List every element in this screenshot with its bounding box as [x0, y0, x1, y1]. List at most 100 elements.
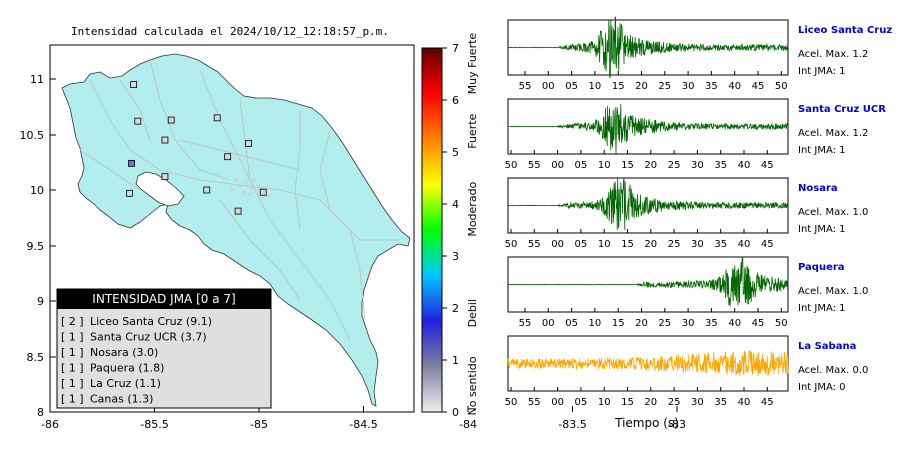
intensity-colorbar: 0 1 2 3 4 5 6 7 No sentido Debil Moderado Fuerte Mu…: [421, 33, 479, 419]
legend-item-label: Paquera (1.8): [90, 362, 164, 375]
legend-item-rank: [ 1 ]: [61, 377, 84, 390]
trace-tick-label: 20: [644, 239, 657, 250]
trace-tick-label: 05: [565, 318, 578, 329]
trace-tick-label: 00: [551, 160, 564, 171]
map-y-tick-label: 9: [37, 295, 44, 308]
trace-tick-label: 00: [551, 397, 564, 408]
trace-tick-label: 45: [752, 318, 765, 329]
station-marker: [128, 159, 135, 167]
trace-tick-label: 50: [775, 81, 788, 92]
trace-accel-max: Acel. Max. 1.2: [798, 128, 868, 139]
colorbar-labels: No sentido Debil Moderado Fuerte Muy Fuerte: [466, 33, 479, 416]
trace-tick-label: 00: [542, 318, 555, 329]
intensity-legend: INTENSIDAD JMA [0 a 7] [ 2 ] Liceo Santa …: [56, 288, 272, 409]
trace-tick-label: 55: [519, 318, 532, 329]
trace-tick-label: 10: [598, 239, 611, 250]
station-marker: [126, 189, 133, 197]
trace-tick-label: 35: [714, 160, 727, 171]
legend-item-label: Canas (1.3): [90, 393, 153, 406]
trace-tick-label: 25: [668, 397, 681, 408]
map-y-tick-label: 8: [37, 406, 44, 419]
trace-station-name: Santa Cruz UCR: [798, 104, 886, 115]
station-marker: [134, 117, 142, 125]
costa-rica-land: [61, 53, 411, 407]
colorbar-category-label: No sentido: [466, 356, 479, 415]
station-marker: [161, 173, 169, 181]
trace-jma-intensity: Int JMA: 1: [798, 303, 846, 314]
trace-tick-label: 55: [519, 81, 532, 92]
legend-item-label: Santa Cruz UCR (3.7): [90, 331, 207, 344]
trace-accel-max: Acel. Max. 1.0: [798, 207, 868, 218]
time-axis-label: Tiempo (s): [614, 416, 679, 430]
trace-tick-label: 25: [668, 160, 681, 171]
trace-tick-label: 30: [691, 160, 704, 171]
map-x-axis: -86 -85.5 -85 -84.5 -84 -83.5 -83: [41, 406, 686, 431]
trace-station-name: Nosara: [798, 183, 838, 194]
trace-tick-label: 05: [575, 397, 588, 408]
legend-header: [57, 289, 271, 309]
trace-tick-label: 40: [728, 318, 741, 329]
map-x-tick-label: -84.5: [349, 418, 377, 431]
trace-tick-label: 40: [738, 397, 751, 408]
colorbar-tick-label: 7: [452, 42, 459, 55]
map-y-tick-label: 10.5: [20, 129, 45, 142]
map-y-axis: 11 10.5 10 9.5 9 8.5 8: [20, 73, 56, 419]
trace-panel: 50 55 00 05 10 15 20 25 30 35 40 45 Nosara Acel. Max.…: [505, 177, 868, 250]
legend-items: [ 2 ] Liceo Santa Cruz (9.1) [ 1 ] Santa Cr…: [61, 315, 212, 406]
trace-tick-label: 15: [612, 318, 625, 329]
trace-tick-label: 45: [752, 81, 765, 92]
trace-tick-label: 15: [612, 81, 625, 92]
colorbar-category-label: Debil: [466, 299, 479, 327]
map-x-tick-label: -85.5: [140, 418, 168, 431]
legend-item-label: Liceo Santa Cruz (9.1): [90, 315, 212, 328]
legend-item-rank: [ 1 ]: [61, 331, 84, 344]
trace-tick-label: 45: [761, 160, 774, 171]
trace-tick-label: 35: [705, 318, 718, 329]
map-title: Intensidad calculada el 2024/10/12_12:18…: [71, 25, 389, 38]
trace-tick-label: 05: [575, 239, 588, 250]
trace-tick-label: 05: [565, 81, 578, 92]
trace-tick-label: 30: [691, 397, 704, 408]
legend-item-rank: [ 1 ]: [61, 393, 84, 406]
station-marker: [245, 139, 252, 147]
waveform-line: [508, 103, 789, 154]
colorbar-tick-label: 2: [452, 302, 459, 315]
colorbar-tick-label: 3: [452, 250, 459, 263]
colorbar-tick-label: 5: [452, 146, 459, 159]
trace-tick-label: 55: [528, 239, 541, 250]
station-marker: [213, 114, 221, 122]
trace-tick-label: 55: [528, 397, 541, 408]
station-marker: [203, 186, 211, 194]
map-y-tick-label: 11: [30, 73, 44, 86]
trace-panel: 50 55 00 05 10 15 20 25 30 35 40 45 Santa Cruz UCR Ac…: [505, 98, 886, 171]
trace-tick-label: 10: [598, 397, 611, 408]
trace-accel-max: Acel. Max. 1.0: [798, 286, 868, 297]
map-x-tick-label: -85: [250, 418, 268, 431]
colorbar-tick-label: 6: [452, 94, 459, 107]
trace-tick-label: 40: [738, 239, 751, 250]
trace-accel-max: Acel. Max. 1.2: [798, 49, 868, 60]
station-marker: [161, 136, 169, 144]
nicoya-gulf: [135, 171, 185, 207]
trace-jma-intensity: Int JMA: 1: [798, 66, 846, 77]
legend-item-rank: [ 1 ]: [61, 346, 84, 359]
trace-jma-intensity: Int JMA: 1: [798, 224, 846, 235]
trace-panel: 50 55 00 05 10 15 20 25 30 35 40 45 La Sabana Acel. M…: [505, 335, 868, 408]
trace-tick-label: 20: [635, 81, 648, 92]
legend-title: INTENSIDAD JMA [0 a 7]: [92, 292, 235, 306]
legend-item-rank: [ 2 ]: [61, 315, 84, 328]
trace-panel: 55 00 05 10 15 20 25 30 35 40 45 50 Paquera Acel. Max…: [507, 256, 868, 329]
station-marker: [224, 153, 232, 161]
trace-tick-label: 05: [575, 160, 588, 171]
waveform-line: [507, 178, 788, 231]
trace-tick-label: 25: [658, 318, 671, 329]
trace-tick-label: 35: [714, 397, 727, 408]
trace-tick-label: 45: [761, 239, 774, 250]
colorbar-category-label: Moderado: [466, 181, 479, 236]
map-x-tick-label: -83.5: [558, 418, 586, 431]
map-frame: [49, 44, 415, 413]
trace-tick-label: 45: [761, 397, 774, 408]
trace-tick-label: 20: [644, 397, 657, 408]
station-marker: [259, 188, 267, 196]
map-x-tick-label: -84: [459, 418, 477, 431]
